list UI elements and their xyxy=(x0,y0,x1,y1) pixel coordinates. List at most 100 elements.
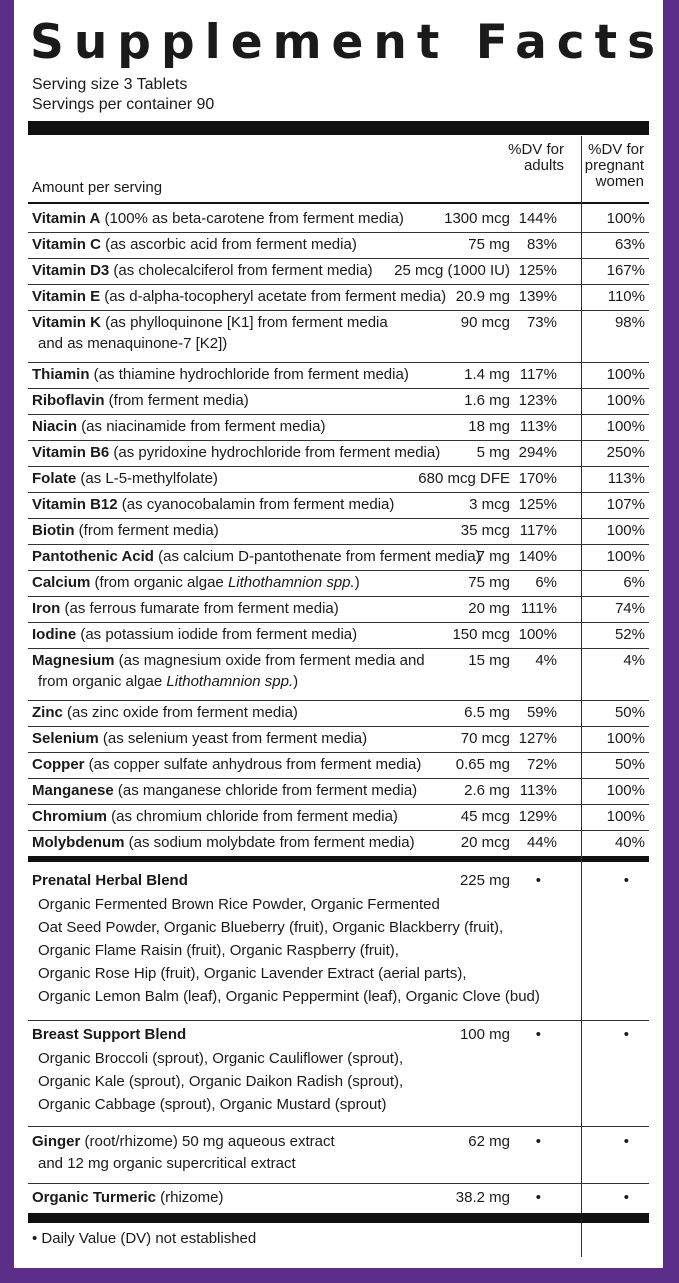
dv-adults-bullet: • xyxy=(535,1026,541,1043)
dv-pregnant-value: 100% xyxy=(606,522,645,539)
nutrient-amount: 15 mg xyxy=(468,652,510,669)
nutrient-name: Vitamin B6 (as pyridoxine hydrochloride … xyxy=(32,444,441,461)
dv-pregnant-value: 110% xyxy=(607,288,645,305)
label-title: Supplement Facts xyxy=(30,15,666,70)
nutrient-row: Riboflavin (from ferment media) 1.6 mg 123… xyxy=(32,390,649,416)
nutrient-row: Thiamin (as thiamine hydrochloride from … xyxy=(32,364,649,390)
nutrient-amount: 1300 mcg xyxy=(444,210,510,227)
row-divider xyxy=(28,414,649,415)
nutrient-row: Vitamin D3 (as cholecalciferol from ferm… xyxy=(32,260,649,286)
nutrient-amount: 2.6 mg xyxy=(464,782,510,799)
blend-divider-line xyxy=(28,1126,649,1127)
dv-adults-value: 127% xyxy=(518,730,557,747)
dv-adults-value: 6% xyxy=(535,574,557,591)
nutrient-amount: 6.5 mg xyxy=(464,704,510,721)
blend-amount: 62 mg xyxy=(468,1133,510,1150)
nutrient-row: Manganese (as manganese chloride from fe… xyxy=(32,780,649,806)
nutrient-name: Vitamin B12 (as cyanocobalamin from ferm… xyxy=(32,496,395,513)
nutrient-row: Chromium (as chromium chloride from ferm… xyxy=(32,806,649,832)
nutrient-amount: 75 mg xyxy=(468,236,510,253)
blend-ingredient-line: Organic Lemon Balm (leaf), Organic Peppe… xyxy=(38,988,540,1005)
nutrient-amount: 45 mcg xyxy=(460,808,510,825)
nutrient-amount: 25 mcg (1000 IU) xyxy=(394,262,510,279)
nutrient-row: Vitamin B6 (as pyridoxine hydrochloride … xyxy=(32,442,649,468)
nutrient-amount: 150 mcg xyxy=(452,626,510,643)
nutrient-name: Vitamin K (as phylloquinone [K1] from fe… xyxy=(32,314,388,331)
dv-pregnant-value: 100% xyxy=(606,730,645,747)
row-divider xyxy=(28,492,649,493)
row-divider xyxy=(28,596,649,597)
row-divider xyxy=(28,778,649,779)
nutrient-amount: 70 mcg xyxy=(460,730,510,747)
nutrient-amount: 75 mg xyxy=(468,574,510,591)
nutrient-name: Selenium (as selenium yeast from ferment… xyxy=(32,730,368,747)
blend-amount: 100 mg xyxy=(459,1026,510,1043)
dv-adults-header: %DV for adults xyxy=(508,141,564,174)
nutrient-name: Pantothenic Acid (as calcium D-pantothen… xyxy=(32,548,481,565)
dv-pregnant-value: 250% xyxy=(606,444,645,461)
blend-ingredient-line: Organic Flame Raisin (fruit), Organic Ra… xyxy=(38,942,399,959)
row-divider xyxy=(28,284,649,285)
nutrient-name: Iodine (as potassium iodide from ferment… xyxy=(32,626,358,643)
dv-adults-value: 83% xyxy=(526,236,557,253)
dv-pregnant-value: 100% xyxy=(606,392,645,409)
dv-adults-value: 111% xyxy=(520,600,557,617)
top-divider xyxy=(28,121,649,135)
dv-adults-value: 123% xyxy=(518,392,557,409)
dv-pregnant-value: 4% xyxy=(623,652,645,669)
dv-adults-value: 125% xyxy=(518,262,557,279)
dv-pregnant-value: 40% xyxy=(614,834,645,851)
row-divider xyxy=(28,700,649,701)
dv-adults-value: 117% xyxy=(519,366,557,383)
nutrient-name: Molybdenum (as sodium molybdate from fer… xyxy=(32,834,415,851)
blend-name: Organic Turmeric (rhizome) xyxy=(32,1189,224,1206)
dv-pregnant-value: 113% xyxy=(607,470,645,487)
dv-pregnant-value: 52% xyxy=(614,626,645,643)
dv-pregnant-value: 100% xyxy=(606,366,645,383)
dv-pregnant-value: 50% xyxy=(614,756,645,773)
row-divider xyxy=(28,232,649,233)
column-divider xyxy=(581,136,582,1257)
nutrient-name: Vitamin D3 (as cholecalciferol from ferm… xyxy=(32,262,373,279)
dv-adults-value: 170% xyxy=(518,470,557,487)
dv-adults-bullet: • xyxy=(535,1189,541,1206)
footnote: • Daily Value (DV) not established xyxy=(32,1230,257,1247)
dv-pregnant-bullet: • xyxy=(623,872,629,889)
dv-pregnant-bullet: • xyxy=(623,1189,629,1206)
nutrient-row: Vitamin B12 (as cyanocobalamin from ferm… xyxy=(32,494,649,520)
dv-adults-value: 117% xyxy=(519,522,557,539)
row-divider xyxy=(28,440,649,441)
supplement-facts-panel: Supplement Facts Serving size 3 Tablets … xyxy=(14,0,663,1268)
nutrient-row: Iron (as ferrous fumarate from ferment m… xyxy=(32,598,649,624)
dv-pregnant-value: 74% xyxy=(614,600,645,617)
nutrient-amount: 3 mcg xyxy=(469,496,510,513)
blend-name: Ginger (root/rhizome) 50 mg aqueous extr… xyxy=(32,1133,335,1150)
nutrient-row: Biotin (from ferment media) 35 mcg 117% 100… xyxy=(32,520,649,546)
dv-adults-value: 59% xyxy=(526,704,557,721)
nutrient-amount: 20 mcg xyxy=(460,834,510,851)
dv-adults-value: 73% xyxy=(526,314,557,331)
nutrient-row: Magnesium (as magnesium oxide from ferme… xyxy=(32,650,649,702)
row-divider xyxy=(28,518,649,519)
row-divider xyxy=(28,258,649,259)
dv-pregnant-value: 6% xyxy=(623,574,645,591)
nutrient-amount: 90 mcg xyxy=(460,314,510,331)
nutrient-name: Chromium (as chromium chloride from ferm… xyxy=(32,808,398,825)
nutrient-name: Iron (as ferrous fumarate from ferment m… xyxy=(32,600,339,617)
dv-pregnant-value: 100% xyxy=(606,210,645,227)
blend-ingredient-line: Organic Broccoli (sprout), Organic Cauli… xyxy=(38,1050,404,1067)
row-divider xyxy=(28,726,649,727)
nutrient-name: Vitamin C (as ascorbic acid from ferment… xyxy=(32,236,357,253)
dv-pregnant-value: 98% xyxy=(614,314,645,331)
nutrient-amount: 0.65 mg xyxy=(455,756,510,773)
blend-row: Prenatal Herbal Blend 225 mg • • Organic Fer… xyxy=(32,870,649,1018)
nutrient-amount: 1.6 mg xyxy=(464,392,510,409)
nutrient-name: Biotin (from ferment media) xyxy=(32,522,219,539)
nutrient-amount: 20.9 mg xyxy=(455,288,510,305)
blend-ingredient-line: Oat Seed Powder, Organic Blueberry (frui… xyxy=(38,919,504,936)
nutrient-source-continued: from organic algae Lithothamnion spp.) xyxy=(38,673,299,690)
blend-ingredient-line: Organic Cabbage (sprout), Organic Mustar… xyxy=(38,1096,387,1113)
dv-pregnant-value: 100% xyxy=(606,808,645,825)
dv-adults-value: 144% xyxy=(518,210,557,227)
row-divider xyxy=(28,752,649,753)
